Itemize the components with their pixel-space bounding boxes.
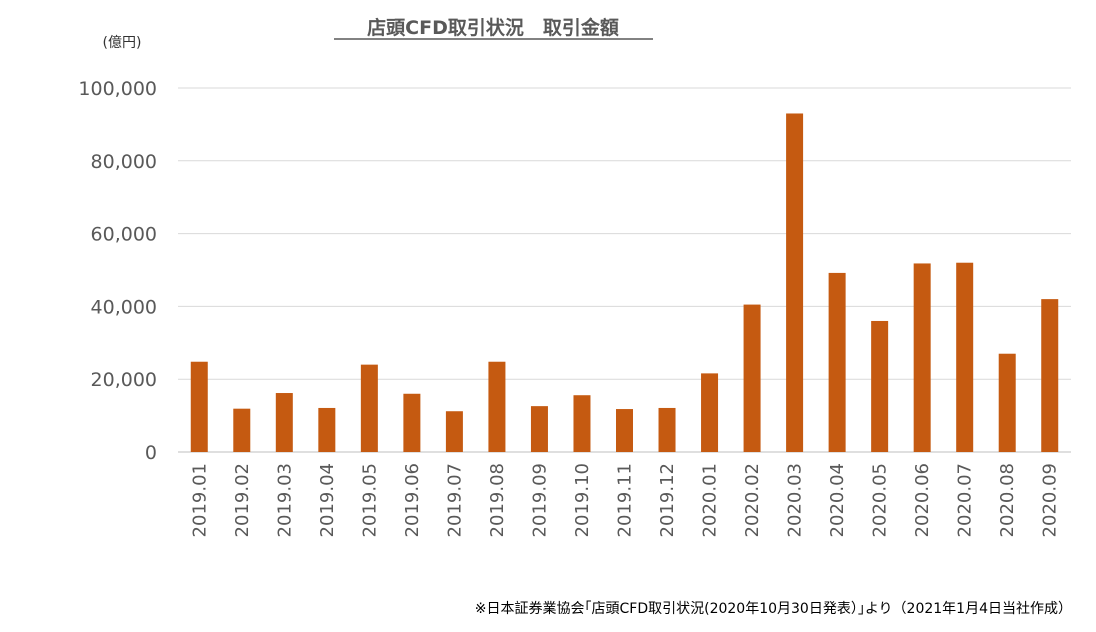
y-tick-label: 100,000 (78, 78, 157, 100)
bar (828, 272, 846, 452)
unit-label: (億円) (103, 35, 142, 51)
y-tick-label: 40,000 (91, 296, 157, 318)
bar (743, 304, 761, 452)
x-tick-label: 2019.01 (189, 463, 210, 537)
bar (956, 262, 974, 452)
x-tick-label: 2019.12 (657, 463, 678, 537)
x-axis-ticks: 2019.01 2019.02 2019.03 2019.04 2019.05 2019.… (189, 463, 1060, 537)
bar (403, 393, 421, 452)
x-tick-label: 2020.08 (997, 463, 1018, 537)
x-tick-label: 2020.01 (700, 463, 721, 537)
y-tick-label: 20,000 (91, 369, 157, 391)
bar (445, 411, 463, 452)
bar (360, 364, 378, 452)
x-tick-label: 2020.02 (742, 463, 763, 537)
x-tick-label: 2019.08 (487, 463, 508, 537)
bar (190, 361, 208, 452)
x-tick-label: 2020.09 (1040, 463, 1061, 537)
x-tick-label: 2019.05 (359, 463, 380, 537)
bar (998, 353, 1016, 452)
x-tick-label: 2020.06 (912, 463, 933, 537)
y-tick-label: 60,000 (91, 224, 157, 246)
bar (1041, 299, 1059, 452)
x-tick-label: 2019.02 (232, 463, 253, 537)
bar (701, 373, 719, 452)
x-tick-label: 2019.04 (317, 463, 338, 537)
x-tick-label: 2019.11 (615, 463, 636, 537)
x-tick-label: 2020.05 (870, 463, 891, 537)
x-tick-label: 2020.04 (827, 463, 848, 537)
chart-title: 店頭CFD取引状況 取引金額 (367, 16, 619, 39)
y-axis-ticks: 0 20,000 40,000 60,000 80,000 100,000 (78, 78, 157, 464)
y-tick-label: 80,000 (91, 151, 157, 173)
x-tick-label: 2019.10 (572, 463, 593, 537)
gridlines (178, 87, 1071, 453)
bar (616, 409, 633, 452)
y-tick-label: 0 (145, 442, 157, 464)
source-note: ※日本証券業協会｢店頭CFD取引状況(2020年10月30日発表）｣より（202… (475, 601, 1072, 617)
x-tick-label: 2019.09 (529, 463, 550, 537)
bar (573, 395, 591, 452)
x-tick-label: 2020.07 (955, 463, 976, 537)
bar (530, 406, 548, 452)
x-tick-label: 2019.06 (402, 463, 423, 537)
bar (658, 407, 676, 452)
bar (318, 407, 336, 452)
x-tick-label: 2019.03 (274, 463, 295, 537)
bar (488, 361, 506, 452)
x-tick-label: 2019.07 (444, 463, 465, 537)
bar (786, 113, 804, 452)
bar (233, 408, 251, 452)
bar (871, 320, 889, 452)
bars (190, 113, 1059, 452)
bar (275, 393, 293, 452)
bar (913, 263, 931, 452)
x-tick-label: 2020.03 (785, 463, 806, 537)
